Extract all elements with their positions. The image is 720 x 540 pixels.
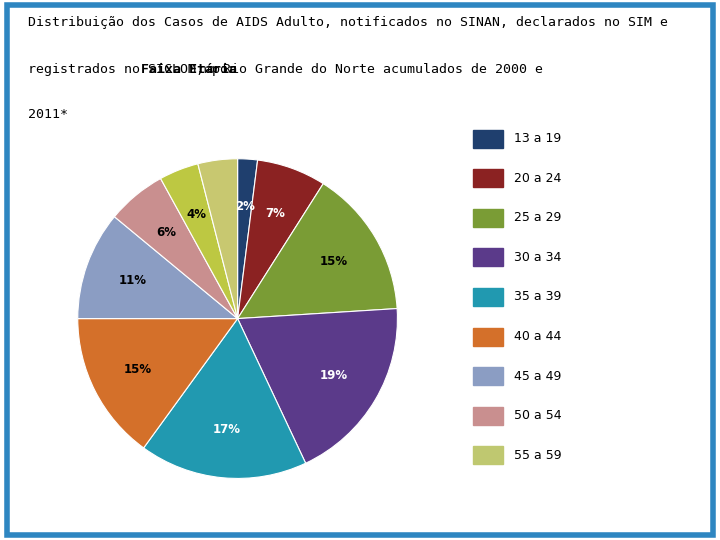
Wedge shape <box>198 159 238 319</box>
Text: 30 a 34: 30 a 34 <box>514 251 562 264</box>
Text: 19%: 19% <box>320 369 348 382</box>
Bar <box>472 209 503 227</box>
Bar <box>472 447 503 464</box>
Text: 6%: 6% <box>156 226 176 239</box>
Text: 4%: 4% <box>186 208 207 221</box>
Bar <box>472 407 503 424</box>
Text: 55 a 59: 55 a 59 <box>514 449 562 462</box>
Bar <box>472 328 503 346</box>
Text: 35 a 39: 35 a 39 <box>514 291 562 303</box>
Text: 2011*: 2011* <box>28 108 68 121</box>
Text: 11%: 11% <box>118 274 146 287</box>
Text: 2%: 2% <box>235 200 255 213</box>
Bar <box>472 248 503 266</box>
Wedge shape <box>161 164 238 319</box>
Text: 40 a 44: 40 a 44 <box>514 330 562 343</box>
Text: registrados no SICLOM, por: registrados no SICLOM, por <box>28 63 244 76</box>
Wedge shape <box>144 319 306 478</box>
Text: 20 a 24: 20 a 24 <box>514 172 562 185</box>
Text: Faixa Etária: Faixa Etária <box>140 63 237 76</box>
Wedge shape <box>238 308 397 463</box>
Wedge shape <box>238 160 323 319</box>
Text: 15%: 15% <box>124 363 152 376</box>
Text: 13 a 19: 13 a 19 <box>514 132 562 145</box>
Wedge shape <box>78 217 238 319</box>
Text: 7%: 7% <box>266 207 285 220</box>
Bar <box>472 130 503 147</box>
Text: Distribuição dos Casos de AIDS Adulto, notificados no SINAN, declarados no SIM e: Distribuição dos Casos de AIDS Adulto, n… <box>28 16 668 29</box>
Bar <box>472 288 503 306</box>
Text: 15%: 15% <box>320 255 348 268</box>
Text: 17%: 17% <box>213 423 241 436</box>
Text: no Rio Grande do Norte acumulados de 2000 e: no Rio Grande do Norte acumulados de 200… <box>191 63 543 76</box>
Wedge shape <box>238 184 397 319</box>
Bar <box>472 170 503 187</box>
Bar <box>472 367 503 385</box>
Text: 45 a 49: 45 a 49 <box>514 370 562 383</box>
FancyBboxPatch shape <box>7 5 713 535</box>
Text: 25 a 29: 25 a 29 <box>514 211 562 224</box>
Text: 50 a 54: 50 a 54 <box>514 409 562 422</box>
Wedge shape <box>238 159 258 319</box>
Wedge shape <box>78 319 238 448</box>
Wedge shape <box>114 179 238 319</box>
